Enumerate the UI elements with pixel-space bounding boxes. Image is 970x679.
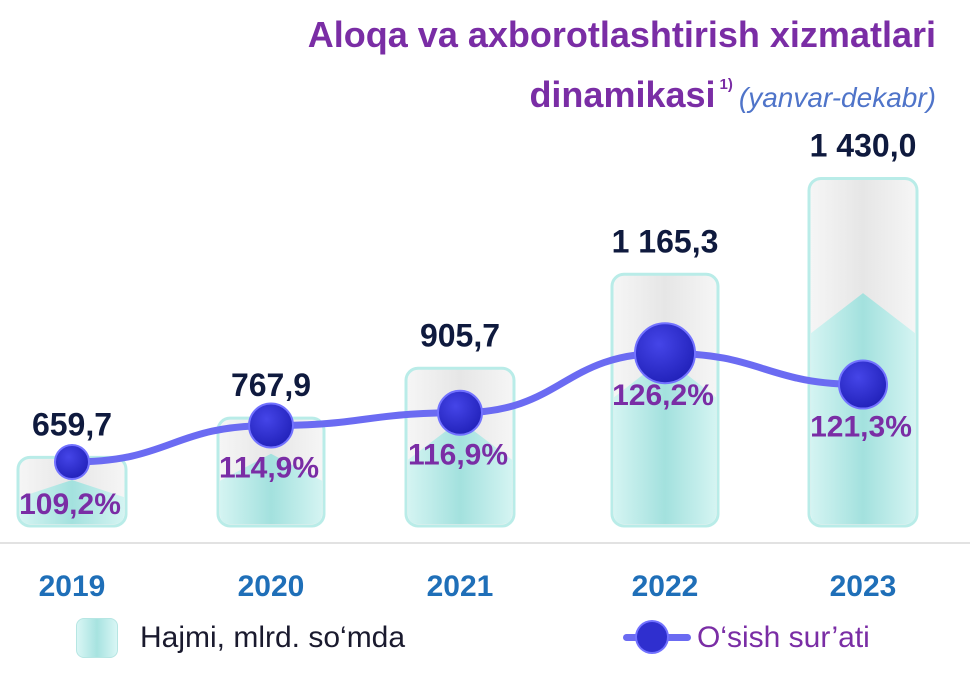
footnote-marker: 1) — [719, 76, 733, 93]
chart-title-line1: Aloqa va axborotlashtirish xizmatlari — [307, 14, 936, 55]
growth-value-label: 114,9% — [219, 452, 319, 485]
legend-item-volume: Hajmi, mlrd. so‘mda — [76, 616, 405, 660]
bar-value-label: 1 165,3 — [612, 223, 719, 259]
labels-layer: 659,7 2019 767,9 2020 905,7 2021 1 165,3 2022 1 … — [19, 127, 916, 603]
bar-value-label: 905,7 — [420, 317, 500, 353]
x-tick-label: 2023 — [830, 570, 897, 603]
growth-value-label: 121,3% — [810, 411, 912, 444]
growth-value-label: 126,2% — [612, 379, 714, 412]
x-tick-label: 2019 — [39, 570, 106, 603]
bar-fill — [614, 357, 716, 524]
x-tick-label: 2021 — [427, 570, 494, 603]
growth-value-label: 109,2% — [19, 488, 121, 521]
bar-2023 — [807, 176, 919, 528]
chart-title-main: dinamikasi — [529, 74, 716, 115]
x-tick-label: 2020 — [238, 570, 305, 603]
growth-marker — [437, 389, 483, 436]
bar-value-label: 1 430,0 — [810, 127, 917, 163]
growth-marker — [634, 322, 696, 385]
bar-value-label: 767,9 — [231, 367, 311, 403]
bar-2021 — [404, 366, 516, 528]
legend-label-growth: O‘sish sur’ati — [697, 621, 870, 654]
legend-item-growth: O‘sish sur’ati — [623, 616, 870, 660]
bar-fill — [20, 479, 124, 524]
growth-marker — [248, 402, 294, 449]
growth-marker — [54, 444, 90, 480]
bars-layer — [16, 176, 919, 528]
growth-value-label: 116,9% — [408, 439, 508, 472]
bar-swatch-icon — [76, 618, 118, 658]
line-marker-icon — [623, 619, 691, 657]
bar-fill — [408, 420, 512, 524]
chart-title-line2: dinamikasi 1) (yanvar-dekabr) — [308, 60, 936, 123]
bar-fill — [220, 453, 322, 524]
bar-2020 — [216, 416, 326, 528]
bar-value-label: 659,7 — [32, 406, 112, 442]
legend-label-volume: Hajmi, mlrd. so‘mda — [140, 621, 406, 654]
chart-period: (yanvar-dekabr) — [738, 82, 936, 113]
line-layer — [54, 322, 888, 480]
chart-title: Aloqa va axborotlashtirish xizmatlari di… — [308, 10, 936, 123]
bar-2019 — [16, 455, 128, 528]
x-tick-label: 2022 — [632, 570, 699, 603]
growth-marker — [838, 359, 888, 410]
